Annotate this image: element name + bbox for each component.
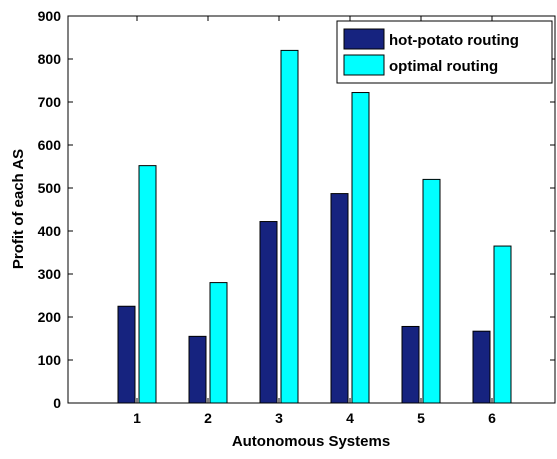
x-axis: 1 2 3 4 5 6 xyxy=(133,16,496,426)
x-tick-label: 6 xyxy=(488,410,496,426)
bar-series2-cat4 xyxy=(351,92,370,404)
legend: hot-potato routing optimal routing xyxy=(336,20,553,84)
bar-series1-cat4 xyxy=(330,193,349,404)
y-tick-label: 100 xyxy=(38,352,62,368)
y-tick-label: 0 xyxy=(53,395,61,411)
x-tick-label: 4 xyxy=(346,410,354,426)
x-axis-label: Autonomous Systems xyxy=(232,433,390,450)
bar-series2-cat5 xyxy=(422,178,441,404)
legend-swatch-2 xyxy=(343,54,385,76)
y-tick-label: 700 xyxy=(38,94,62,110)
x-tick-label: 2 xyxy=(204,410,212,426)
y-tick-label: 800 xyxy=(38,51,62,67)
y-axis-label: Profit of each AS xyxy=(10,149,27,269)
bar-series1-cat2 xyxy=(188,335,207,404)
x-tick-label: 3 xyxy=(275,410,283,426)
legend-swatch-1 xyxy=(343,28,385,50)
bar-series1-cat1 xyxy=(117,305,136,404)
y-tick-label: 200 xyxy=(38,309,62,325)
legend-label-1: hot-potato routing xyxy=(389,32,519,49)
x-tick-label: 1 xyxy=(133,410,141,426)
bar-series1-cat6 xyxy=(472,330,491,404)
plot-frame xyxy=(67,15,556,404)
bar-series2-cat1 xyxy=(138,165,157,404)
y-tick-label: 500 xyxy=(38,180,62,196)
y-axis: 0 100 200 300 400 500 600 700 800 900 xyxy=(38,8,555,411)
bar-series1-cat3 xyxy=(259,221,278,404)
bar-series2-cat6 xyxy=(493,245,512,404)
legend-label-2: optimal routing xyxy=(389,58,498,75)
y-tick-label: 400 xyxy=(38,223,62,239)
bar-series2-cat2 xyxy=(209,282,228,404)
bars-layer xyxy=(117,49,512,404)
y-tick-label: 300 xyxy=(38,266,62,282)
bar-series1-cat5 xyxy=(401,325,420,404)
y-tick-label: 900 xyxy=(38,8,62,24)
y-tick-label: 600 xyxy=(38,137,62,153)
x-tick-label: 5 xyxy=(417,410,425,426)
bar-series2-cat3 xyxy=(280,49,299,404)
